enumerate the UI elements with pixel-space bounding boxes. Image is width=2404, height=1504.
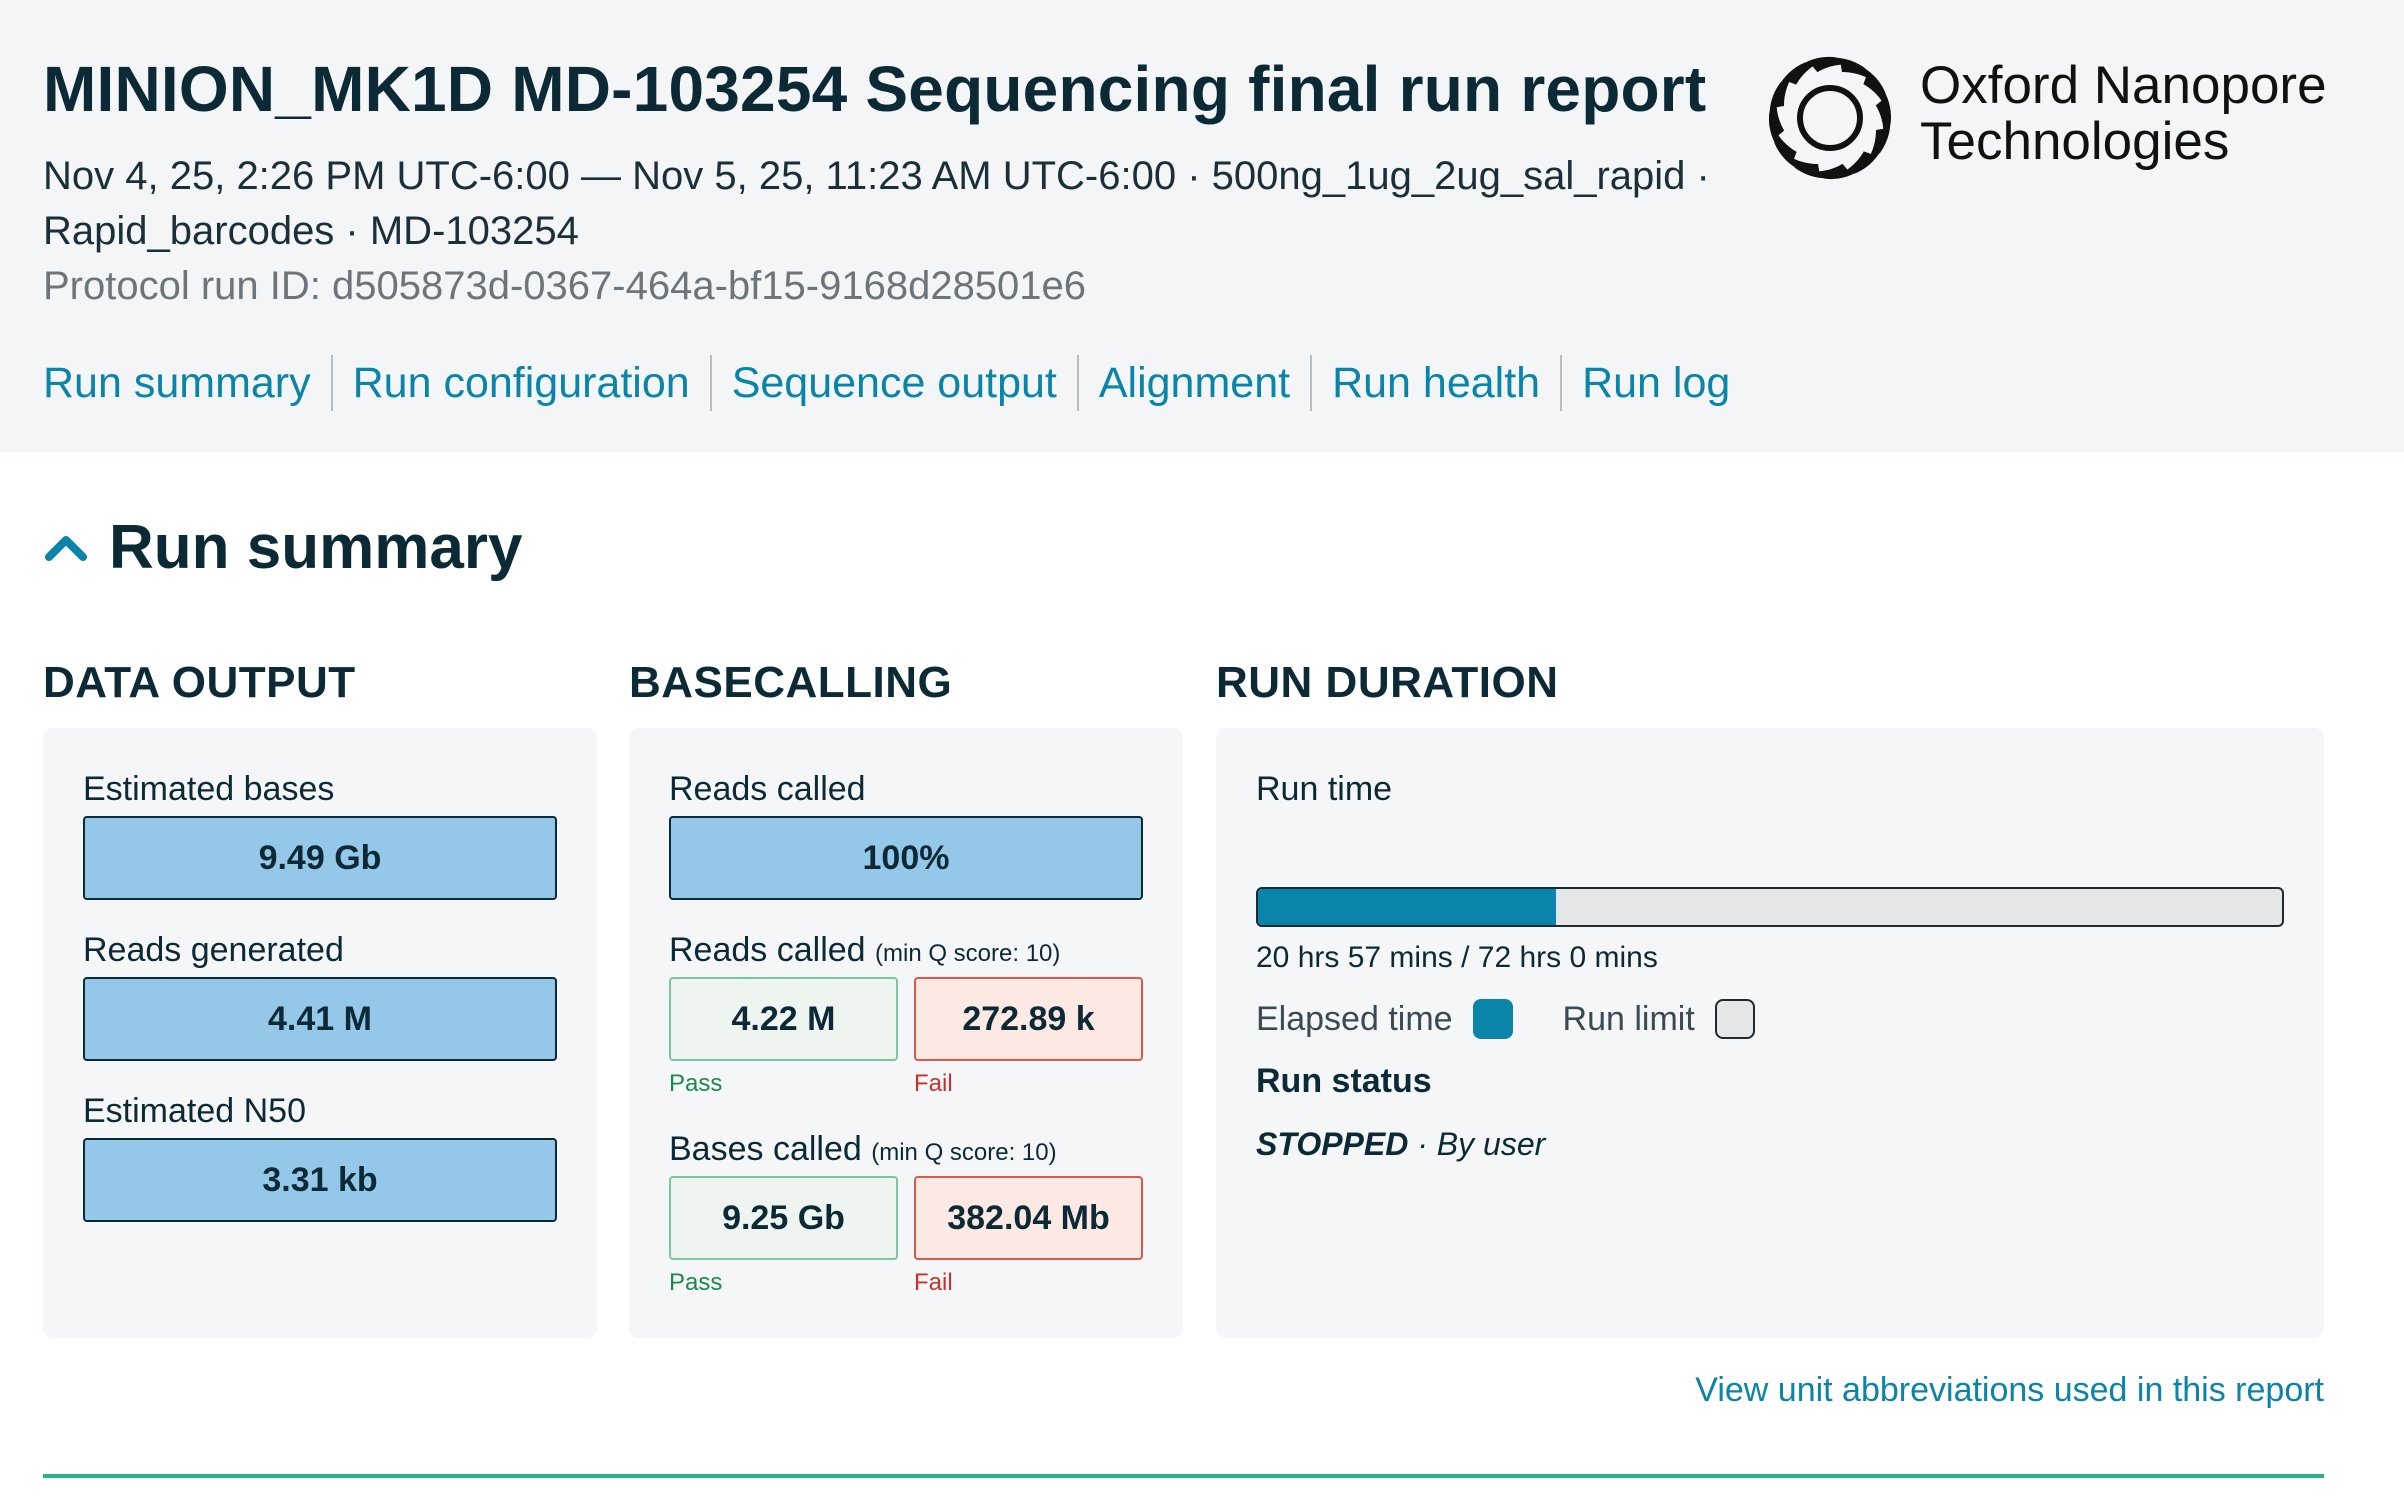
- nav-run-health[interactable]: Run health: [1310, 355, 1560, 411]
- bases-pass-value: 9.25 Gb: [669, 1176, 898, 1260]
- run-time-progress-bar: [1256, 887, 2284, 927]
- nav-sequence-output[interactable]: Sequence output: [709, 355, 1077, 411]
- run-status-state: STOPPED: [1256, 1126, 1409, 1162]
- protocol-run-id: Protocol run ID: d505873d-0367-464a-bf15…: [43, 264, 1086, 309]
- run-status-value: STOPPED · By user: [1256, 1126, 1545, 1163]
- report-nav: Run summary Run configuration Sequence o…: [43, 355, 1750, 411]
- bases-pass-label: Pass: [669, 1269, 723, 1296]
- data-output-card: Estimated bases 9.49 Gb Reads generated …: [43, 728, 597, 1338]
- reads-pass-value: 4.22 M: [669, 977, 898, 1061]
- bases-fail-value: 382.04 Mb: [914, 1176, 1143, 1260]
- reads-pass-label: Pass: [669, 1070, 723, 1097]
- estimated-n50-value: 3.31 kb: [83, 1138, 557, 1222]
- oxford-nanopore-logo-icon: [1760, 48, 1900, 188]
- reads-called-value: 100%: [669, 816, 1143, 900]
- run-duration-text: 20 hrs 57 mins / 72 hrs 0 mins: [1256, 941, 1658, 974]
- protocol-label: Protocol run ID:: [43, 264, 333, 308]
- bases-fail-label: Fail: [914, 1269, 953, 1296]
- run-summary-toggle[interactable]: Run summary: [43, 512, 522, 583]
- run-duration-title: RUN DURATION: [1216, 658, 1559, 707]
- page-title: MINION_MK1D MD-103254 Sequencing final r…: [43, 53, 1707, 125]
- reads-called-q-label: Reads called (min Q score: 10): [669, 931, 1060, 970]
- legend-limit-label: Run limit: [1562, 999, 1695, 1038]
- data-output-title: DATA OUTPUT: [43, 658, 356, 707]
- logo-wordmark: Oxford Nanopore Technologies: [1920, 58, 2327, 170]
- nav-alignment[interactable]: Alignment: [1076, 355, 1310, 411]
- section-title: Run summary: [109, 513, 523, 582]
- legend-elapsed-swatch: [1472, 999, 1513, 1039]
- nav-run-summary[interactable]: Run summary: [43, 359, 311, 407]
- logo-line-2: Technologies: [1920, 112, 2230, 171]
- run-duration-legend: Elapsed time Run limit: [1256, 999, 1805, 1039]
- report-header: MINION_MK1D MD-103254 Sequencing final r…: [0, 0, 2404, 452]
- estimated-n50-label: Estimated N50: [83, 1092, 306, 1130]
- reads-called-q-text: Reads called: [669, 931, 866, 969]
- section-divider: [43, 1474, 2324, 1478]
- bases-called-q-note: (min Q score: 10): [871, 1139, 1057, 1166]
- run-status-label: Run status: [1256, 1062, 1432, 1100]
- run-info-line-2: Rapid_barcodes · MD-103254: [43, 209, 579, 253]
- reads-fail-value: 272.89 k: [914, 977, 1143, 1061]
- reads-generated-value: 4.41 M: [83, 977, 557, 1061]
- reads-called-q-note: (min Q score: 10): [875, 940, 1061, 967]
- reads-fail-label: Fail: [914, 1070, 953, 1097]
- chevron-up-icon[interactable]: [43, 525, 89, 571]
- estimated-bases-label: Estimated bases: [83, 770, 335, 808]
- run-time-label: Run time: [1256, 770, 1393, 808]
- bases-called-q-label: Bases called (min Q score: 10): [669, 1130, 1057, 1169]
- estimated-bases-value: 9.49 Gb: [83, 816, 557, 900]
- unit-abbreviations-link[interactable]: View unit abbreviations used in this rep…: [1695, 1371, 2324, 1409]
- reads-called-label: Reads called: [669, 770, 866, 808]
- bases-called-q-text: Bases called: [669, 1130, 862, 1168]
- basecalling-card: Reads called 100% Reads called (min Q sc…: [629, 728, 1183, 1338]
- nav-run-log[interactable]: Run log: [1560, 355, 1750, 411]
- legend-elapsed-label: Elapsed time: [1256, 999, 1453, 1038]
- protocol-id-value: d505873d-0367-464a-bf15-9168d28501e6: [332, 264, 1087, 308]
- run-duration-card: Run time: [1216, 728, 2324, 1338]
- run-status-reason: · By user: [1408, 1126, 1546, 1162]
- reads-generated-label: Reads generated: [83, 931, 344, 969]
- run-info-line-1: Nov 4, 25, 2:26 PM UTC-6:00 — Nov 5, 25,…: [43, 154, 1710, 198]
- legend-limit-swatch: [1714, 999, 1755, 1039]
- company-logo: Oxford Nanopore Technologies: [1760, 48, 2400, 188]
- nav-run-configuration[interactable]: Run configuration: [330, 355, 710, 411]
- run-time-progress-fill: [1258, 889, 1556, 925]
- logo-line-1: Oxford Nanopore: [1920, 56, 2327, 115]
- basecalling-title: BASECALLING: [629, 658, 953, 707]
